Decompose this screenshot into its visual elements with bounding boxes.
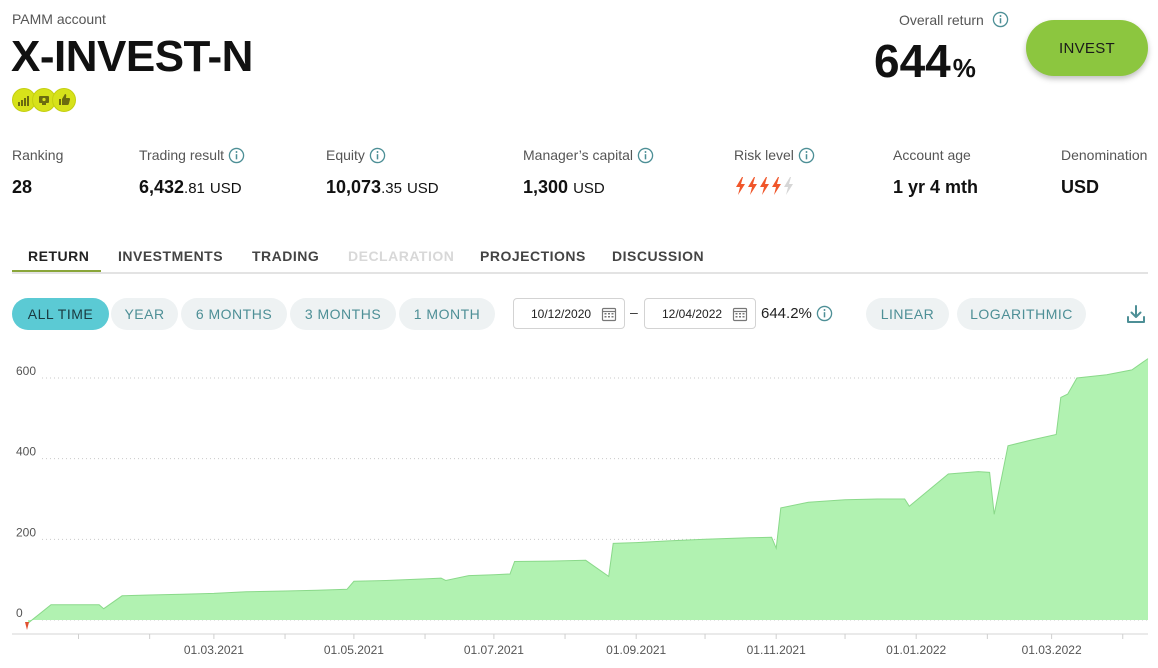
overall-return-unit: % — [952, 53, 976, 83]
overall-return-label: Overall return — [899, 11, 1009, 28]
y-tick-label: 0 — [16, 606, 23, 620]
risk-bolt-empty-icon — [784, 177, 793, 195]
filter-6-months[interactable]: 6 MONTHS — [181, 298, 287, 330]
badge-list — [12, 88, 76, 112]
risk-bolt-filled-icon — [736, 177, 745, 195]
managers-capital-currency: USD — [573, 180, 605, 197]
tab-discussion[interactable]: DISCUSSION — [612, 248, 705, 264]
denomination-value: USD — [1061, 177, 1100, 197]
trading-result-dec: .81 — [184, 180, 205, 197]
trading-result-label: Trading result — [139, 147, 225, 163]
ranking-label: Ranking — [12, 147, 64, 163]
range-return-value: 644.2% — [761, 305, 812, 322]
info-icon[interactable] — [369, 147, 386, 164]
date-from-field[interactable]: 10/12/2020 — [513, 298, 625, 329]
scale-logarithmic[interactable]: LOGARITHMIC — [957, 298, 1086, 330]
equity-value: 10,073.35 USD — [326, 177, 439, 198]
info-icon[interactable] — [816, 305, 833, 322]
ranking-value: 28 — [12, 177, 33, 197]
start-marker — [25, 622, 29, 630]
overall-return-number: 644 — [874, 35, 951, 87]
filter-1-month[interactable]: 1 MONTH — [399, 298, 495, 330]
managers-capital-value: 1,300 USD — [523, 177, 654, 198]
y-tick-label: 200 — [16, 525, 36, 539]
calendar-icon[interactable] — [732, 306, 748, 322]
tab-investments[interactable]: INVESTMENTS — [118, 248, 224, 264]
date-separator: – — [630, 304, 638, 320]
invest-button[interactable]: INVEST — [1026, 20, 1148, 76]
filter-all-time[interactable]: ALL TIME — [12, 298, 109, 330]
date-to-value: 12/04/2022 — [662, 306, 723, 321]
x-tick-label: 01.09.2021 — [606, 643, 666, 657]
overall-return-value: 644% — [874, 34, 976, 88]
date-to-field[interactable]: 12/04/2022 — [644, 298, 756, 329]
overall-return-text: Overall return — [899, 11, 984, 28]
tab-bar: RETURN INVESTMENTS TRADING DECLARATION P… — [12, 244, 1148, 274]
x-tick-label: 01.01.2022 — [886, 643, 946, 657]
thumbs-up-badge-icon[interactable] — [52, 88, 76, 112]
tab-return[interactable]: RETURN — [28, 248, 90, 264]
x-tick-label: 01.03.2021 — [184, 643, 244, 657]
denomination-label: Denomination — [1061, 147, 1148, 163]
x-tick-label: 01.07.2021 — [464, 643, 524, 657]
trading-result-value: 6,432.81 USD — [139, 177, 245, 198]
trading-result-int: 6,432 — [139, 177, 185, 197]
calendar-icon[interactable] — [601, 306, 617, 322]
managers-capital-label: Manager’s capital — [523, 147, 633, 163]
tab-declaration: DECLARATION — [348, 248, 455, 264]
equity-currency: USD — [406, 180, 439, 197]
info-icon[interactable] — [637, 147, 654, 164]
info-icon[interactable] — [228, 147, 245, 164]
risk-level-label: Risk level — [734, 147, 794, 163]
equity-dec: .35 — [381, 180, 402, 197]
stat-denomination: Denomination USD — [1061, 146, 1147, 198]
account-age-label: Account age — [893, 147, 971, 163]
x-tick-label: 01.05.2021 — [324, 643, 384, 657]
info-icon[interactable] — [992, 11, 1009, 28]
trading-result-currency: USD — [209, 180, 242, 197]
x-tick-label: 01.03.2022 — [1022, 643, 1082, 657]
account-type-label: PAMM account — [12, 11, 106, 27]
trophy-badge-icon[interactable] — [32, 88, 56, 112]
filter-3-months[interactable]: 3 MONTHS — [290, 298, 396, 330]
risk-bolt-filled-icon — [760, 177, 769, 195]
y-tick-label: 600 — [16, 364, 36, 378]
tab-projections[interactable]: PROJECTIONS — [480, 248, 586, 264]
y-tick-label: 400 — [16, 445, 36, 459]
stat-trading-result: Trading result 6,432.81 USD — [139, 146, 245, 198]
tab-trading[interactable]: TRADING — [252, 248, 320, 264]
equity-int: 10,073 — [326, 177, 382, 197]
info-icon[interactable] — [798, 147, 815, 164]
account-age-value: 1 yr 4 mth — [893, 177, 979, 197]
x-tick-label: 01.11.2021 — [747, 643, 806, 657]
return-chart[interactable]: 0 200 400 600 01.03.2021 01.05.2021 01.07.2021… — [0, 340, 1158, 668]
range-return: 644.2% — [761, 305, 833, 322]
stat-managers-capital: Manager’s capital 1,300 USD — [523, 146, 654, 198]
download-icon[interactable] — [1125, 303, 1147, 325]
return-area — [28, 358, 1148, 624]
risk-level-meter — [734, 176, 815, 196]
managers-capital-int: 1,300 — [523, 177, 569, 197]
account-name: X-INVEST-N — [11, 32, 253, 81]
equity-label: Equity — [326, 147, 365, 163]
scale-linear[interactable]: LINEAR — [866, 298, 949, 330]
risk-bolt-filled-icon — [748, 177, 757, 195]
filter-year[interactable]: YEAR — [111, 298, 178, 330]
stat-ranking: Ranking 28 — [12, 146, 63, 198]
stat-equity: Equity 10,073.35 USD — [326, 146, 439, 198]
stat-risk-level: Risk level — [734, 146, 815, 196]
active-tab-indicator — [12, 270, 101, 272]
stat-account-age: Account age 1 yr 4 mth — [893, 146, 978, 198]
return-series-line — [27, 358, 1149, 624]
risk-bolt-filled-icon — [772, 177, 781, 195]
date-from-value: 10/12/2020 — [531, 306, 592, 321]
